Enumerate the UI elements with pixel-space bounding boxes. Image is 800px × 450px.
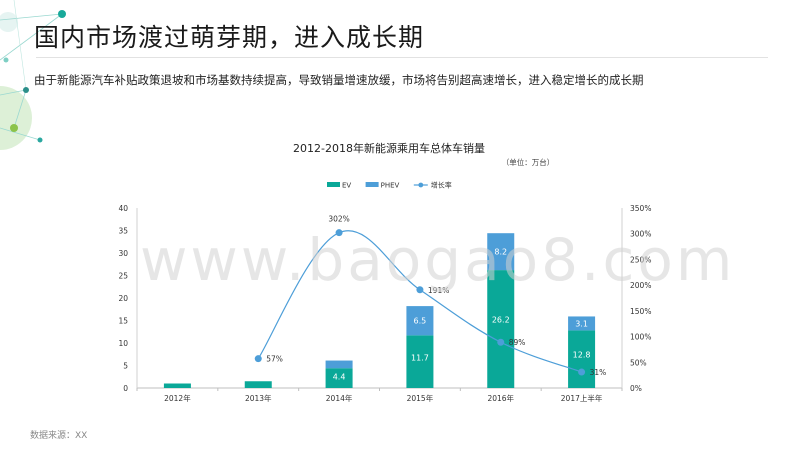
y-left-tick-label: 40 (118, 204, 128, 213)
x-tick-label: 2016年 (487, 393, 514, 403)
bar-value-label: 11.7 (411, 353, 429, 362)
legend-swatch-ev (327, 182, 340, 187)
bar-ev (244, 381, 272, 388)
y-right-tick-label: 150% (630, 307, 651, 316)
page-title: 国内市场渡过萌芽期，进入成长期 (34, 23, 425, 52)
chart-title: 2012-2018年新能源乘用车总体车销量 (293, 141, 485, 155)
x-tick-label: 2014年 (326, 393, 353, 403)
chart-data-labels: 4.4 11.7 6.5 26.2 8.2 12.8 3.1 57% 302% 191% 89% 31… (266, 215, 606, 382)
bar-phev (406, 306, 434, 336)
bar-value-label: 12.8 (573, 351, 591, 360)
bar-value-label: 3.1 (575, 319, 588, 328)
chart-axes: 0 5 10 15 20 25 30 35 40 0% 50% 100% 150% 200% 250% 300… (118, 204, 651, 403)
growth-label: 31% (590, 368, 607, 377)
growth-point (578, 368, 586, 376)
bar-value-label: 8.2 (494, 248, 507, 257)
bar-phev (325, 360, 353, 369)
legend-label: PHEV (381, 182, 400, 190)
bar-value-label: 4.4 (333, 373, 346, 382)
y-left-tick-label: 15 (118, 317, 128, 326)
x-tick-label: 2013年 (245, 393, 272, 403)
y-right-tick-label: 300% (630, 230, 651, 239)
growth-point (497, 338, 505, 346)
x-tick-label: 2017上半年 (561, 393, 603, 403)
watermark: www.baogao8.com (140, 226, 736, 294)
title-divider (36, 57, 768, 58)
bar-value-label: 6.5 (414, 317, 427, 326)
y-right-tick-label: 250% (630, 255, 651, 264)
y-left-tick-label: 5 (123, 362, 128, 371)
bar-ev (406, 335, 434, 388)
bar-value-label: 26.2 (492, 316, 510, 325)
chart-legend: EV PHEV 增长率 (327, 181, 452, 190)
page-subtitle: 由于新能源汽车补贴政策退坡和市场基数持续提高，导致销量增速放缓，市场将告别超高速… (34, 73, 644, 87)
growth-line-path (257, 230, 582, 373)
x-tick-label: 2012年 (164, 393, 191, 403)
y-right-tick-label: 50% (630, 358, 647, 367)
legend-line-marker (418, 182, 424, 188)
growth-label: 191% (428, 286, 449, 295)
legend-label: EV (342, 182, 351, 190)
y-left-tick-label: 0 (123, 384, 128, 393)
bar-ev (487, 270, 515, 388)
chart-unit-note: （单位：万台） (502, 157, 555, 167)
growth-point (416, 286, 424, 294)
bar-ev (568, 330, 596, 388)
growth-line (254, 229, 586, 376)
bar-ev (163, 383, 191, 388)
bar-ev (325, 368, 353, 388)
legend-label: 增长率 (431, 181, 452, 190)
growth-label: 89% (509, 338, 526, 347)
y-left-tick-label: 30 (118, 249, 128, 258)
decorative-network-graphic (0, 0, 66, 150)
bar-phev (487, 233, 515, 271)
growth-point (335, 229, 343, 237)
growth-label: 57% (266, 355, 283, 364)
y-right-tick-label: 100% (630, 333, 651, 342)
y-left-tick-label: 10 (118, 339, 128, 348)
y-right-tick-label: 200% (630, 281, 651, 290)
y-left-tick-label: 25 (118, 272, 128, 281)
y-left-tick-label: 20 (118, 294, 128, 303)
y-right-tick-label: 350% (630, 204, 651, 213)
data-source: 数据来源：XX (30, 431, 88, 441)
y-left-tick-label: 35 (118, 227, 128, 236)
growth-point (254, 355, 262, 363)
growth-label: 302% (328, 215, 349, 224)
chart-bars (163, 233, 596, 388)
legend-swatch-phev (365, 182, 379, 187)
bar-phev (568, 316, 596, 331)
x-tick-label: 2015年 (407, 393, 434, 403)
y-right-tick-label: 0% (630, 384, 642, 393)
